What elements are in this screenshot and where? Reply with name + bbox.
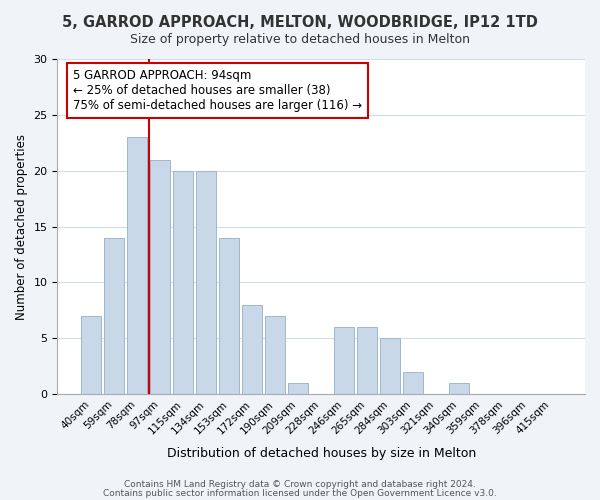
Text: Contains HM Land Registry data © Crown copyright and database right 2024.: Contains HM Land Registry data © Crown c… bbox=[124, 480, 476, 489]
Bar bbox=[449, 383, 469, 394]
Bar bbox=[380, 338, 400, 394]
Bar bbox=[220, 238, 239, 394]
Bar bbox=[265, 316, 285, 394]
Bar bbox=[127, 137, 147, 394]
Y-axis label: Number of detached properties: Number of detached properties bbox=[15, 134, 28, 320]
Bar bbox=[151, 160, 170, 394]
X-axis label: Distribution of detached houses by size in Melton: Distribution of detached houses by size … bbox=[167, 447, 476, 460]
Bar bbox=[173, 170, 193, 394]
Bar bbox=[358, 327, 377, 394]
Bar bbox=[289, 383, 308, 394]
Bar bbox=[334, 327, 354, 394]
Text: 5 GARROD APPROACH: 94sqm
← 25% of detached houses are smaller (38)
75% of semi-d: 5 GARROD APPROACH: 94sqm ← 25% of detach… bbox=[73, 69, 362, 112]
Bar bbox=[242, 305, 262, 394]
Text: Contains public sector information licensed under the Open Government Licence v3: Contains public sector information licen… bbox=[103, 488, 497, 498]
Bar bbox=[196, 170, 216, 394]
Bar bbox=[104, 238, 124, 394]
Text: Size of property relative to detached houses in Melton: Size of property relative to detached ho… bbox=[130, 32, 470, 46]
Bar bbox=[403, 372, 423, 394]
Text: 5, GARROD APPROACH, MELTON, WOODBRIDGE, IP12 1TD: 5, GARROD APPROACH, MELTON, WOODBRIDGE, … bbox=[62, 15, 538, 30]
Bar bbox=[82, 316, 101, 394]
